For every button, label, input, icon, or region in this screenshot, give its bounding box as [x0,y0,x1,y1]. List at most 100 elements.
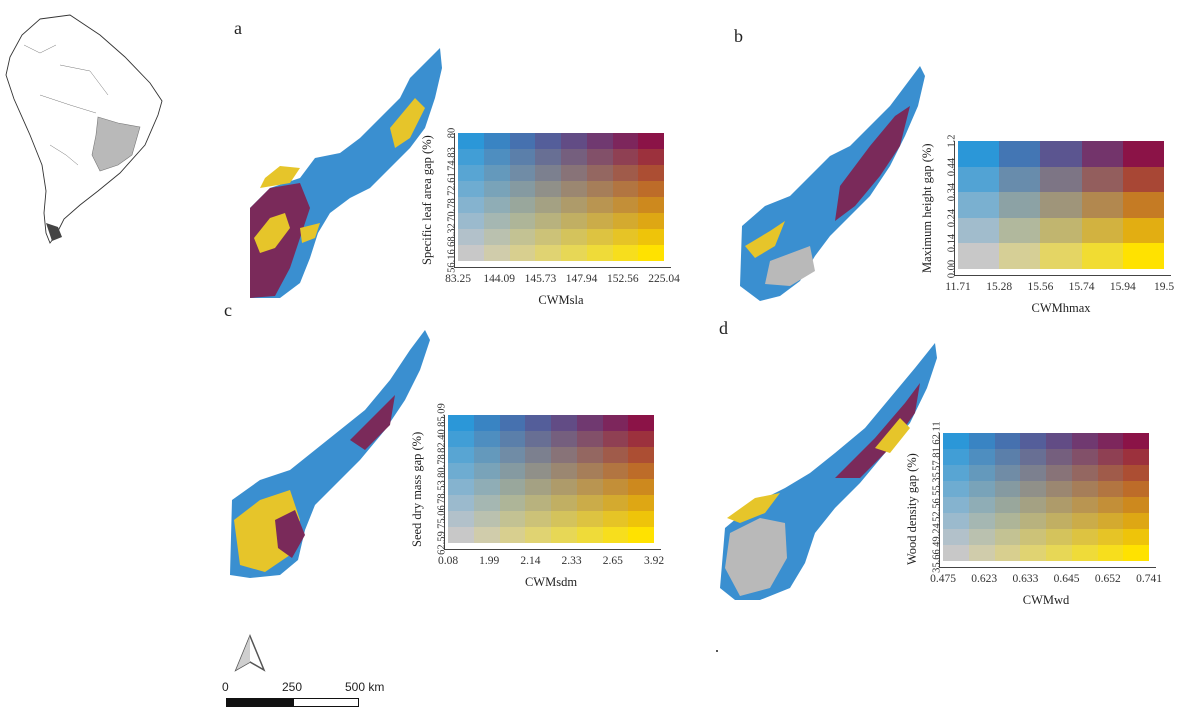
y-tick-labels: 56.16 68.32 70.78 72.61 74.83 80 [440,128,458,273]
legend-cell [458,133,484,149]
legend-cell [999,141,1041,167]
y-tick-label: 78.53 [436,479,448,504]
legend-cell [1122,141,1164,167]
legend-cell [612,213,639,229]
legend-cell [1046,449,1072,465]
legend-cell [483,213,510,229]
y-tick-label: 57.81 [931,446,943,471]
legend-cell [1046,513,1072,529]
legend-cell [628,431,654,447]
legend-cell [561,213,587,229]
legend-cell [602,495,629,511]
legend-cell [602,511,629,527]
legend-cell [638,149,664,165]
legend-cell [473,527,500,543]
scale-label-250: 250 [282,680,303,694]
legend-cell [958,141,1000,167]
x-tick-labels: 11.71 15.28 15.56 15.74 15.94 19.5 [945,281,1174,297]
y-tick-label: 62.11 [931,421,943,445]
x-tick-label: 147.94 [565,273,598,285]
legend-cell [576,415,603,431]
panel-letter: c [224,300,232,320]
x-tick-labels: 83.25 144.09 145.73 147.94 152.56 225.04 [445,273,680,289]
legend-cell [483,197,510,213]
x-tick-label: 145.73 [524,273,557,285]
legend-axes [939,433,1156,568]
x-axis-label: CWMsdm [524,575,578,589]
legend-cell [1020,449,1046,465]
legend-cell [943,529,969,545]
x-tick-labels: 0.08 1.99 2.14 2.33 2.65 3.92 [438,555,664,571]
y-tick-label: 62.59 [436,531,448,555]
legend-cell [535,245,561,261]
legend-cell [551,511,577,527]
legend-cell [1071,481,1098,497]
stray-dot [716,650,718,652]
legend-cell [525,511,551,527]
legend-cell [576,527,603,543]
legend-cell [628,495,654,511]
legend-cell [999,192,1041,218]
legend-cell [551,415,577,431]
y-axis-label: Maximum height gap (%) [920,143,934,274]
legend-cell [499,495,526,511]
x-tick-label: 15.56 [1027,281,1054,293]
legend-cell [638,133,664,149]
legend-cell [638,181,664,197]
x-tick-label: 2.33 [561,555,582,567]
x-tick-label: 0.741 [1136,573,1162,585]
legend-cell [525,479,551,495]
legend-cell [525,415,551,431]
legend-cell [994,433,1021,449]
legend-cell [943,433,969,449]
legend-cell [1020,433,1046,449]
legend-cell [551,527,577,543]
legend-cell [499,463,526,479]
inset-map [0,5,170,245]
legend-cell [1020,481,1046,497]
legend-cell [958,217,1000,244]
legend-cell [551,495,577,511]
panel-d: d 0.475 0.623 0.633 0.645 0.652 0.741 35.66 49.… [715,318,1185,628]
legend-cell [561,149,587,165]
legend-cell [586,197,613,213]
x-tick-label: 0.645 [1053,573,1080,585]
scale-bar-white [293,698,359,707]
x-tick-label: 11.71 [945,281,971,293]
legend-cell [1097,433,1124,449]
legend-cell [509,181,536,197]
legend-cell [1046,497,1072,513]
legend-cell [943,497,969,513]
legend-cell [561,181,587,197]
x-tick-label: 15.74 [1068,281,1095,293]
legend-cell [509,197,536,213]
legend-cell [1046,545,1072,561]
x-tick-label: 19.5 [1153,281,1175,293]
south-america-outline [5,14,163,244]
legend-cell [1123,545,1149,561]
legend-cell [525,431,551,447]
bivariate-legend-grid [448,415,654,543]
panel-letter: a [234,18,242,38]
legend-cell [509,165,536,181]
legend-cell [483,181,510,197]
legend-cell [586,245,613,261]
legend-cell [1122,192,1164,218]
legend-cell [968,513,995,529]
legend-cell [994,497,1021,513]
legend-cell [473,495,500,511]
legend-cell [458,149,484,165]
legend-cell [1040,217,1082,244]
legend-cell [943,465,969,481]
legend-cell [602,447,629,463]
legend-cell [968,465,995,481]
y-tick-label: 0.14 [946,234,958,253]
legend-cell [628,527,654,543]
legend-cell [448,447,474,463]
legend-cell [968,497,995,513]
legend-cell [535,181,561,197]
legend-cell [499,431,526,447]
panel-a: a 83.25 144.09 145.73 147.94 152.56 225.04 56.… [230,18,700,328]
legend-cell [483,149,510,165]
study-region-map [230,38,460,308]
